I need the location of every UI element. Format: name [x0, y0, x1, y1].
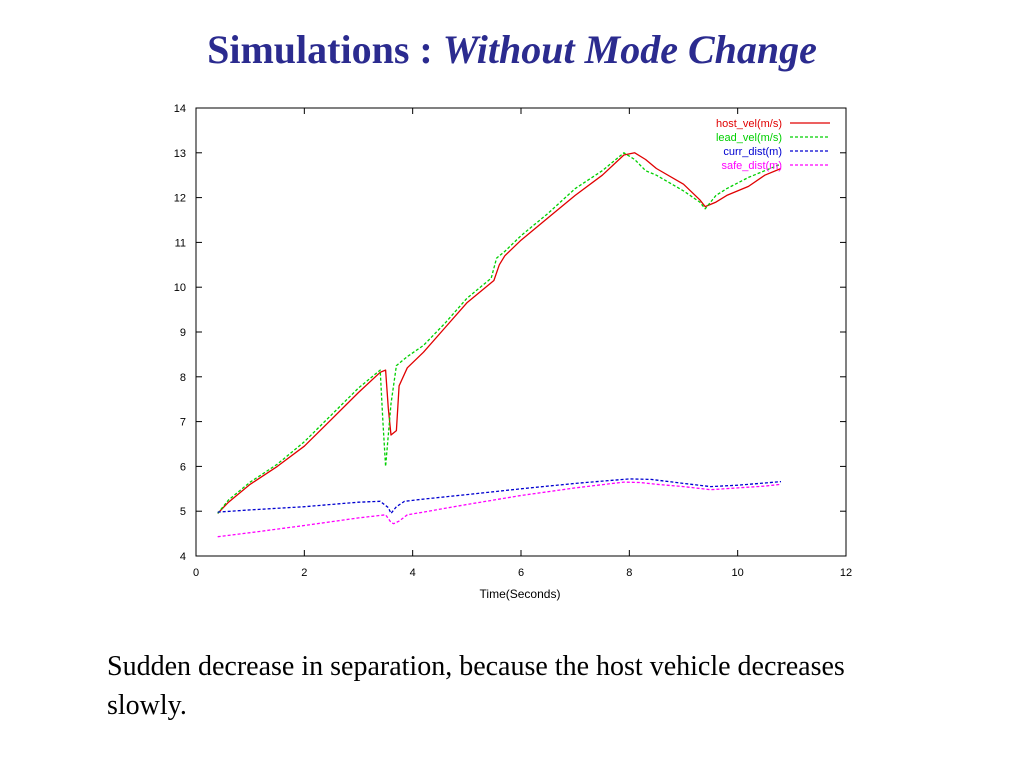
plot-area — [195, 107, 847, 557]
series-line-safe-dist-m — [217, 481, 782, 538]
y-tick-label: 13 — [174, 148, 186, 160]
x-tick-label: 12 — [840, 567, 852, 579]
x-axis-label: Time(Seconds) — [480, 587, 561, 601]
series-line-curr-dist-m — [217, 478, 782, 515]
slide-caption: Sudden decrease in separation, because t… — [107, 651, 845, 721]
y-tick-label: 4 — [180, 551, 186, 563]
line-chart: 0 2 4 6 8 10 12 4 5 6 7 8 9 10 11 12 13 14 host_vel(m/s)l… — [174, 103, 852, 601]
title-italic: Without Mode Change — [442, 27, 817, 72]
x-tick-label: 10 — [732, 567, 744, 579]
y-tick-label: 6 — [180, 461, 186, 473]
legend: host_vel(m/s) lead_vel(m/s) curr_dist(m)sa… — [716, 118, 830, 172]
title-plain: Simulations : — [207, 27, 443, 72]
y-tick-label: 14 — [174, 103, 186, 115]
x-tick-label: 8 — [626, 567, 632, 579]
legend-label: curr_dist(m) — [723, 146, 782, 158]
x-tick-label: 2 — [301, 567, 307, 579]
y-tick-label: 10 — [174, 282, 186, 294]
y-tick-label: 5 — [180, 506, 186, 518]
y-tick-label: 9 — [180, 327, 186, 339]
axes: 0 2 4 6 8 10 12 4 5 6 7 8 9 10 11 12 13 14 — [174, 103, 852, 579]
legend-label: host_vel(m/s) — [716, 118, 782, 130]
legend-label: lead_vel(m/s) — [716, 132, 782, 144]
series-line-host-vel-m-s — [217, 152, 782, 514]
slide-title: Simulations : Without Mode Change — [0, 28, 1024, 72]
y-tick-label: 12 — [174, 193, 186, 205]
plot-frame — [195, 107, 847, 557]
y-tick-label: 11 — [175, 237, 186, 249]
legend-label: safe_dist(m) — [721, 160, 782, 172]
y-tick-label: 7 — [180, 417, 186, 429]
series-lines — [217, 152, 782, 538]
x-tick-label: 0 — [193, 567, 199, 579]
x-tick-label: 4 — [410, 567, 416, 579]
x-tick-label: 6 — [518, 567, 524, 579]
series-line-lead-vel-m-s — [217, 152, 782, 514]
y-tick-label: 8 — [180, 372, 186, 384]
